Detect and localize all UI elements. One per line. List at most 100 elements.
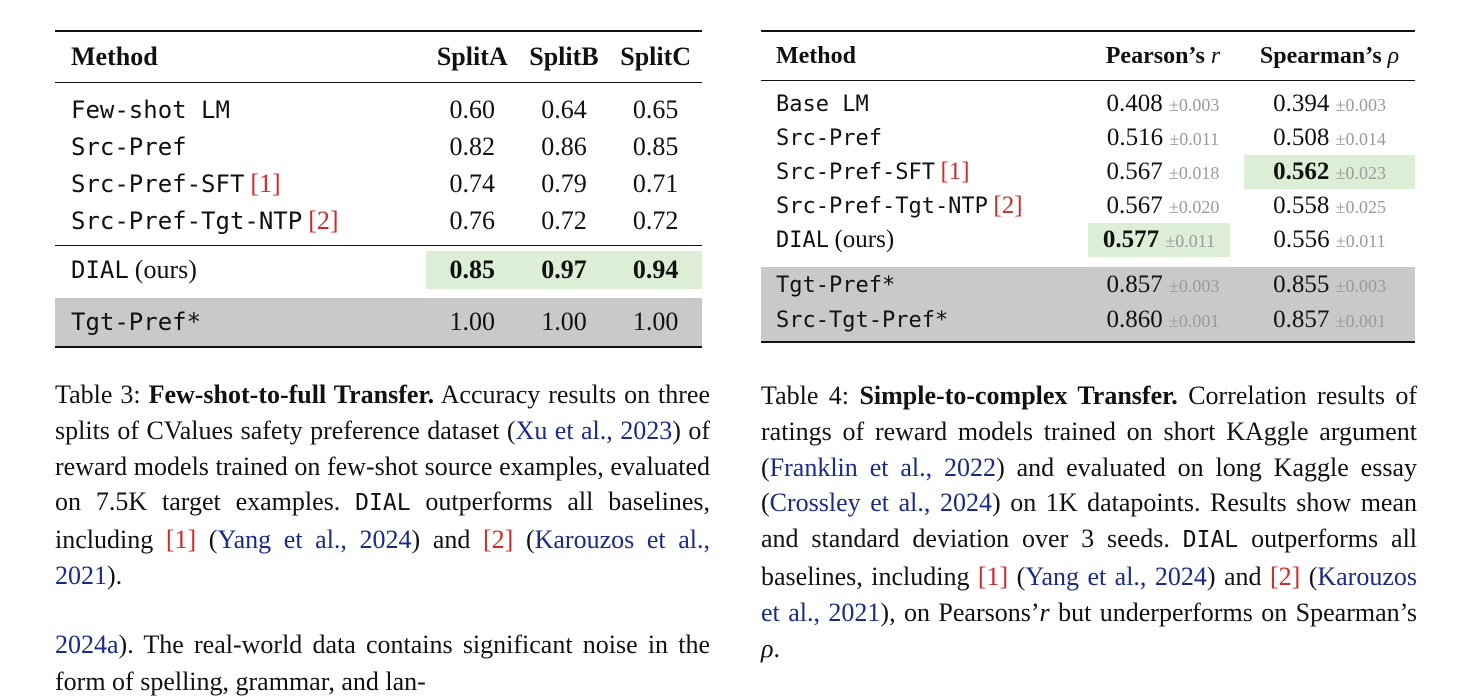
- citation-link[interactable]: Yang et al., 2024: [217, 525, 412, 555]
- caption-text: but underperforms on Spearman’s: [1058, 597, 1417, 627]
- col-header-method: Method: [71, 42, 158, 71]
- method-name: Src-Pref-SFT: [71, 169, 245, 198]
- caption-text: and: [432, 525, 471, 555]
- caption-text: Correlation results of ratings of reward…: [761, 381, 1418, 482]
- table-row: Src-Pref 0.516 ±0.011 0.508 ±0.014: [761, 121, 1415, 155]
- table-3-caption: Table 3: Few-shot-to-full Transfer. Accu…: [55, 380, 711, 590]
- mean-value: 0.556: [1273, 226, 1330, 253]
- std-value: ±0.011: [1335, 231, 1386, 251]
- citation-link[interactable]: Crossley et al., 2024: [769, 488, 992, 518]
- bold-value: 0.97: [541, 255, 587, 284]
- citation-link[interactable]: Franklin et al., 2022: [769, 452, 997, 482]
- math-symbol: ρ: [761, 633, 774, 663]
- std-value: ±0.001: [1169, 311, 1220, 331]
- spearman-label: Spearman’s: [1259, 42, 1382, 69]
- col-header-splitb: SplitB: [529, 42, 599, 71]
- method-cell: Src-Tgt-Pref*: [761, 303, 1082, 342]
- method-name: DIAL: [776, 228, 829, 253]
- value-cell: 0.556 ±0.011: [1244, 223, 1415, 265]
- value-cell: 0.72: [632, 205, 679, 235]
- reference-link[interactable]: [1]: [165, 525, 197, 555]
- mean-value: 0.857: [1106, 271, 1163, 298]
- reference-link[interactable]: [2]: [308, 205, 339, 235]
- table-4-caption: Table 4: Simple-to-complex Transfer. Cor…: [761, 381, 1418, 663]
- method-cell: DIAL (ours): [761, 223, 1082, 265]
- value-cell: 0.860 ±0.001: [1081, 303, 1245, 342]
- method-name: DIAL: [71, 256, 129, 284]
- paragraph-text: ). The real-world data contains signific…: [55, 630, 710, 696]
- caption-label: Table 4:: [761, 381, 850, 410]
- table-row-ours: DIAL (ours) 0.85 0.97 0.94: [55, 246, 702, 297]
- table-row: Src-Pref 0.82 0.86 0.85: [55, 128, 702, 165]
- reference-link[interactable]: [1]: [250, 168, 281, 198]
- table-row: Base LM 0.408 ±0.003 0.394 ±0.003: [761, 81, 1415, 122]
- bold-value: 0.562: [1273, 158, 1330, 185]
- value-cell: 1.00: [425, 294, 519, 347]
- method-cell: Tgt-Pref*: [55, 294, 426, 347]
- method-cell: Src-Pref: [71, 132, 187, 161]
- value-cell: 0.82: [449, 131, 496, 161]
- std-value: ±0.025: [1335, 197, 1386, 217]
- table-row-ours: DIAL (ours) 0.577 ±0.011 0.556 ±0.011: [761, 223, 1415, 265]
- table-row-oracle: Tgt-Pref* 1.00 1.00 1.00: [55, 294, 702, 347]
- reference-link[interactable]: [2]: [1269, 561, 1301, 591]
- mean-value: 0.857: [1273, 306, 1330, 333]
- reference-link[interactable]: [2]: [483, 525, 514, 555]
- value-cell: 0.567 ±0.020: [1082, 189, 1244, 223]
- value-cell: 0.857 ±0.001: [1244, 303, 1415, 342]
- mean-value: 0.516: [1106, 124, 1164, 151]
- method-name: DIAL: [355, 490, 411, 517]
- table-row: Src-Pref-SFT [1] 0.74 0.79 0.71: [55, 165, 702, 202]
- ours-label: (ours): [134, 255, 197, 284]
- caption-text: outperforms all baselines, including: [761, 524, 1418, 591]
- value-cell: 0.86: [541, 131, 587, 161]
- method-name: Src-Pref-Tgt-NTP: [776, 194, 988, 219]
- caption-text: ) of reward models trained on few-shot s…: [55, 415, 710, 517]
- value-cell: 0.60: [449, 94, 496, 124]
- std-value: ±0.011: [1169, 129, 1220, 149]
- value-cell: 1.00: [518, 294, 610, 347]
- method-cell: Few-shot LM: [71, 95, 230, 124]
- method-cell: Src-Pref-Tgt-NTP [2]: [55, 202, 426, 246]
- pearson-label: Pearson’s: [1105, 42, 1205, 69]
- citation-link[interactable]: Yang et al., 2024: [1025, 561, 1207, 591]
- method-cell: Src-Pref-Tgt-NTP [2]: [761, 189, 1082, 223]
- method-cell: Src-Pref: [776, 125, 882, 151]
- reference-link[interactable]: [1]: [977, 561, 1009, 591]
- std-value: ±0.003: [1335, 95, 1386, 115]
- value-cell: 0.71: [632, 168, 679, 198]
- method-cell: Base LM: [776, 91, 869, 117]
- method-name: DIAL: [1182, 527, 1239, 554]
- value-cell: 0.857 ±0.003: [1081, 263, 1245, 303]
- value-cell: 0.567 ±0.018: [1082, 155, 1244, 189]
- table-row: Src-Pref-SFT [1] 0.567 ±0.018 0.562 ±0.0…: [761, 155, 1415, 189]
- method-cell: Src-Pref-SFT [1]: [761, 155, 1082, 189]
- value-cell: 0.97: [518, 246, 610, 297]
- reference-link[interactable]: [1]: [940, 158, 970, 185]
- bold-value: 0.94: [632, 255, 679, 284]
- col-header-method: Method: [776, 42, 856, 69]
- value-cell: 0.85: [632, 131, 679, 161]
- value-cell: 0.74: [449, 168, 496, 198]
- mean-value: 0.567: [1106, 192, 1163, 219]
- value-cell: 0.76: [449, 205, 496, 235]
- mean-value: 0.567: [1106, 158, 1163, 185]
- std-value: ±0.014: [1335, 129, 1386, 149]
- bold-value: 0.85: [449, 255, 496, 284]
- mean-value: 0.508: [1273, 124, 1330, 151]
- citation-link[interactable]: Karouzos et al., 2021: [761, 561, 1417, 627]
- ours-label: (ours): [834, 226, 895, 253]
- table-row: Few-shot LM 0.60 0.64 0.65: [55, 83, 702, 129]
- citation-link[interactable]: Xu et al., 2023: [515, 415, 673, 445]
- value-cell: 0.408 ±0.003: [1082, 81, 1244, 122]
- citation-link[interactable]: Karouzos et al., 2021: [55, 525, 710, 590]
- std-value: ±0.003: [1335, 276, 1386, 296]
- reference-link[interactable]: [2]: [993, 192, 1023, 219]
- value-cell: 0.72: [541, 205, 587, 235]
- table-row-oracle: Src-Tgt-Pref* 0.860 ±0.001 0.857 ±0.001: [761, 303, 1415, 342]
- value-cell: 0.85: [425, 246, 519, 297]
- math-symbol: r: [1039, 597, 1050, 627]
- value-cell: 0.516 ±0.011: [1082, 121, 1244, 155]
- value-cell: 0.64: [541, 94, 587, 124]
- citation-link[interactable]: 2024a: [55, 630, 119, 659]
